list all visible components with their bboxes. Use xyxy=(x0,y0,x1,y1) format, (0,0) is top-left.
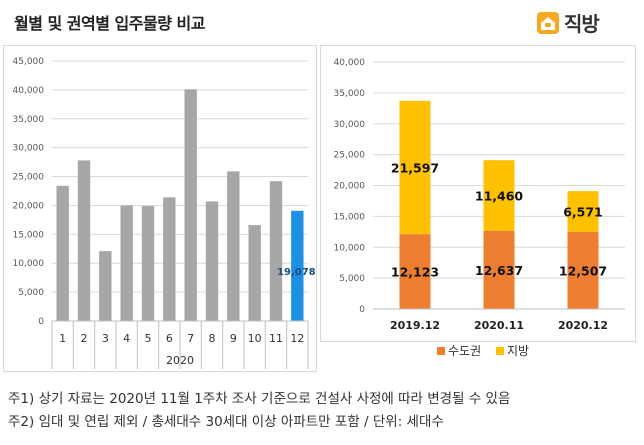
y-tick-label: 35,000 xyxy=(13,115,45,125)
y-tick-label: 35,000 xyxy=(334,89,366,99)
data-label: 19,078 xyxy=(277,267,316,278)
x-tick-label: 8 xyxy=(209,332,216,345)
bar xyxy=(184,89,197,321)
data-label: 12,123 xyxy=(391,265,439,280)
bar xyxy=(269,181,283,321)
monthly-chart: 0 5,000 10,000 15,000 20,000 25,000 30,000 35,0… xyxy=(13,57,316,369)
x-tick-label: 2019.12 xyxy=(390,319,440,332)
logo: 직방 xyxy=(536,8,600,37)
y-tick-label: 20,000 xyxy=(13,201,45,211)
x-tick-label: 2 xyxy=(81,332,88,345)
x-tick-label: 12 xyxy=(290,332,304,345)
bar xyxy=(77,160,91,321)
x-tick-label: 2020.11 xyxy=(474,319,524,332)
bar xyxy=(227,171,240,321)
page-title: 월별 및 권역별 입주물량 비교 xyxy=(14,14,205,33)
y-tick-label: 30,000 xyxy=(13,144,45,154)
data-label: 12,637 xyxy=(475,263,523,278)
y-tick-label: 5,000 xyxy=(339,274,365,284)
bar xyxy=(99,251,112,321)
footnote-1: 주1) 상기 자료는 2020년 11월 1주차 조사 기준으로 건설사 사정에… xyxy=(8,391,511,407)
legend-swatch xyxy=(496,347,504,355)
stacked-bar-segment xyxy=(567,191,599,232)
y-tick-label: 0 xyxy=(359,305,365,315)
y-tick-label: 40,000 xyxy=(13,86,45,96)
y-tick-label: 15,000 xyxy=(13,230,45,240)
bar xyxy=(291,210,304,321)
stacked-bar-segment xyxy=(399,234,431,309)
y-tick-label: 25,000 xyxy=(13,173,45,183)
x-tick-label: 6 xyxy=(166,332,173,345)
bar xyxy=(163,197,176,321)
legend-swatch xyxy=(437,347,445,355)
x-tick-label: 3 xyxy=(102,332,109,345)
regional-chart-panel: 0 5,000 10,000 15,000 20,000 25,000 30,000 35,0… xyxy=(320,45,636,342)
y-tick-label: 20,000 xyxy=(334,182,366,192)
stacked-bar-segment xyxy=(567,231,599,309)
y-tick-label: 5,000 xyxy=(18,288,44,298)
legend-label: 지방 xyxy=(507,344,530,358)
x-group-label: 2020 xyxy=(166,354,194,367)
stacked-bar-segment xyxy=(483,160,515,231)
legend-label: 수도권 xyxy=(448,344,482,358)
bar xyxy=(205,201,219,321)
y-tick-label: 25,000 xyxy=(334,151,366,161)
stacked-bar-segment xyxy=(399,100,431,235)
y-tick-label: 45,000 xyxy=(13,57,45,67)
x-tick-label: 10 xyxy=(248,332,262,345)
data-label: 21,597 xyxy=(391,160,439,175)
y-tick-label: 0 xyxy=(38,317,44,327)
bar xyxy=(248,225,261,321)
regional-chart: 0 5,000 10,000 15,000 20,000 25,000 30,000 35,0… xyxy=(334,58,625,332)
x-tick-label: 11 xyxy=(269,332,283,345)
y-tick-label: 10,000 xyxy=(334,243,366,253)
logo-text: 직방 xyxy=(564,12,600,36)
data-label: 11,460 xyxy=(475,189,524,204)
x-tick-label: 1 xyxy=(59,332,66,345)
stacked-bar-segment xyxy=(483,230,515,309)
y-tick-label: 10,000 xyxy=(13,259,45,269)
x-tick-label: 2020.12 xyxy=(558,319,608,332)
x-tick-label: 9 xyxy=(230,332,237,345)
bar xyxy=(120,205,133,321)
x-tick-label: 4 xyxy=(123,332,130,345)
footnotes: 주1) 상기 자료는 2020년 11월 1주차 조사 기준으로 건설사 사정에… xyxy=(8,388,510,434)
y-tick-label: 15,000 xyxy=(334,212,366,222)
bar xyxy=(141,206,155,321)
x-tick-label: 7 xyxy=(187,332,194,345)
bar xyxy=(56,185,69,321)
y-tick-label: 30,000 xyxy=(334,120,366,130)
footnote-2: 주2) 임대 및 연립 제외 / 총세대수 30세대 이상 아파트만 포함 / … xyxy=(8,414,444,430)
house-icon xyxy=(537,11,559,34)
y-tick-label: 40,000 xyxy=(334,58,366,68)
x-tick-label: 5 xyxy=(145,332,152,345)
data-label: 12,507 xyxy=(559,263,607,278)
data-label: 6,571 xyxy=(563,204,603,219)
monthly-chart-panel: 0 5,000 10,000 15,000 20,000 25,000 30,000 35,0… xyxy=(3,45,317,372)
